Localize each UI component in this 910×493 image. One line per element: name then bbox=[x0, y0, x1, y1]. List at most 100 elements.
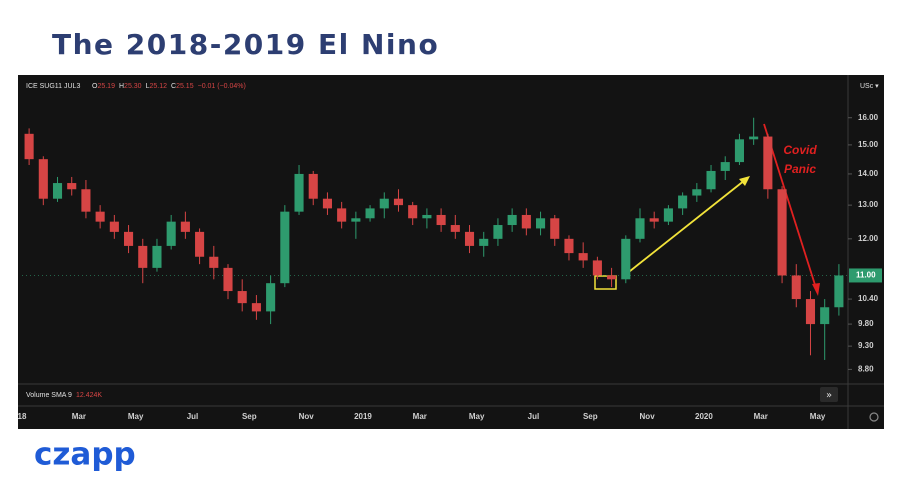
candle-body bbox=[351, 218, 361, 222]
x-tick-label: 2019 bbox=[354, 412, 372, 421]
quote-change: −0.01 (−0.04%) bbox=[198, 83, 246, 90]
price-marker bbox=[849, 268, 882, 283]
quote: O25.19 H25.30 L25.12 C25.15 −0.01 (−0.04%) bbox=[92, 83, 246, 90]
candle-body bbox=[422, 214, 432, 219]
x-tick-label: Nov bbox=[640, 412, 656, 421]
chart-title: The 2018-2019 El Nino bbox=[52, 28, 439, 61]
candle-body bbox=[408, 205, 418, 219]
y-tick-label: 12.00 bbox=[858, 234, 879, 243]
candle-body bbox=[564, 238, 574, 254]
candle-body bbox=[38, 159, 48, 199]
y-tick-label: 8.80 bbox=[858, 365, 874, 374]
candle-body bbox=[379, 198, 389, 209]
candle-body bbox=[393, 198, 404, 206]
logo: czapp bbox=[34, 437, 136, 473]
candle-body bbox=[251, 303, 261, 312]
candle-body bbox=[592, 260, 602, 276]
candle-body bbox=[536, 218, 546, 229]
price-marker-label: 11.00 bbox=[856, 271, 876, 280]
x-tick-label: Jul bbox=[187, 412, 199, 421]
candle-body bbox=[692, 189, 702, 196]
candle-body bbox=[294, 173, 304, 212]
settings-icon[interactable] bbox=[869, 412, 879, 422]
candle-body bbox=[464, 231, 475, 246]
candle-body bbox=[578, 253, 588, 261]
candle-body bbox=[550, 218, 560, 239]
candle-body bbox=[209, 256, 219, 268]
x-tick-label: Jul bbox=[528, 412, 540, 421]
candle-body bbox=[777, 189, 787, 276]
candle-body bbox=[734, 139, 744, 163]
quote-key: H bbox=[119, 83, 124, 90]
candle-body bbox=[180, 221, 190, 232]
quote-key: C bbox=[171, 83, 176, 90]
y-tick-label: 9.30 bbox=[858, 341, 874, 350]
candle-body bbox=[124, 231, 134, 246]
quote-key: L bbox=[146, 83, 150, 90]
candle-body bbox=[834, 275, 844, 308]
x-tick-label: Mar bbox=[754, 412, 768, 421]
candle-body bbox=[720, 162, 730, 171]
unit: USc ▾ bbox=[860, 83, 879, 90]
candle-body bbox=[479, 238, 489, 246]
candle-body bbox=[791, 275, 801, 300]
y-tick-label: 14.00 bbox=[858, 169, 879, 178]
symbol: ICE SUG11 JUL3 bbox=[26, 83, 80, 90]
candle-body bbox=[763, 136, 773, 190]
arrow bbox=[624, 179, 746, 276]
candle-body bbox=[152, 245, 162, 268]
candle-body bbox=[820, 307, 830, 325]
y-tick-label: 10.40 bbox=[858, 294, 879, 303]
candle-body bbox=[450, 225, 460, 232]
quote-value: 25.15 bbox=[176, 83, 194, 90]
candle-body bbox=[749, 136, 759, 140]
candle-body bbox=[805, 299, 816, 325]
candle-body bbox=[507, 214, 517, 226]
candle-body bbox=[678, 195, 688, 209]
candle-body bbox=[95, 211, 105, 222]
candle-body bbox=[493, 225, 503, 239]
y-tick-label: 13.00 bbox=[858, 200, 879, 209]
candle-body bbox=[195, 231, 205, 257]
candle-body bbox=[223, 267, 233, 292]
volume-label: Volume SMA 9 bbox=[26, 392, 72, 399]
quote-value: 25.30 bbox=[124, 83, 142, 90]
quote-value: 25.19 bbox=[97, 83, 115, 90]
candle-body bbox=[24, 133, 34, 160]
candle-body bbox=[138, 245, 148, 268]
candle-body bbox=[166, 221, 176, 246]
candle-body bbox=[81, 189, 91, 212]
scroll-button[interactable] bbox=[820, 387, 838, 402]
candle-body bbox=[621, 238, 631, 280]
candle-body bbox=[308, 173, 318, 199]
candle-body bbox=[365, 208, 375, 219]
candle-body bbox=[521, 214, 531, 229]
candle-body bbox=[280, 211, 290, 284]
x-tick-label: Mar bbox=[72, 412, 86, 421]
x-tick-label: Sep bbox=[583, 412, 598, 421]
arrow-head bbox=[739, 176, 750, 186]
arrow bbox=[763, 123, 817, 289]
candle-body bbox=[337, 208, 347, 222]
candle-body bbox=[635, 218, 645, 239]
quote-value: 25.12 bbox=[149, 83, 167, 90]
candle-body bbox=[436, 214, 446, 226]
x-tick-label: 2020 bbox=[695, 412, 713, 421]
candle-body bbox=[266, 283, 276, 312]
arrow-head bbox=[812, 283, 820, 296]
x-tick-label: Nov bbox=[299, 412, 315, 421]
x-tick-label: May bbox=[810, 412, 826, 421]
y-tick-label: 16.00 bbox=[858, 113, 879, 122]
candle-body bbox=[52, 183, 63, 199]
y-tick-label: 15.00 bbox=[858, 140, 879, 149]
candle-body bbox=[706, 170, 716, 190]
annotation: Covid bbox=[783, 143, 817, 157]
scroll-icon: » bbox=[826, 390, 832, 401]
candle-body bbox=[109, 221, 119, 232]
quote-key: O bbox=[92, 83, 98, 90]
annotation: Panic bbox=[784, 162, 816, 176]
candle-body bbox=[607, 275, 617, 280]
x-tick-label: 18 bbox=[18, 412, 27, 421]
